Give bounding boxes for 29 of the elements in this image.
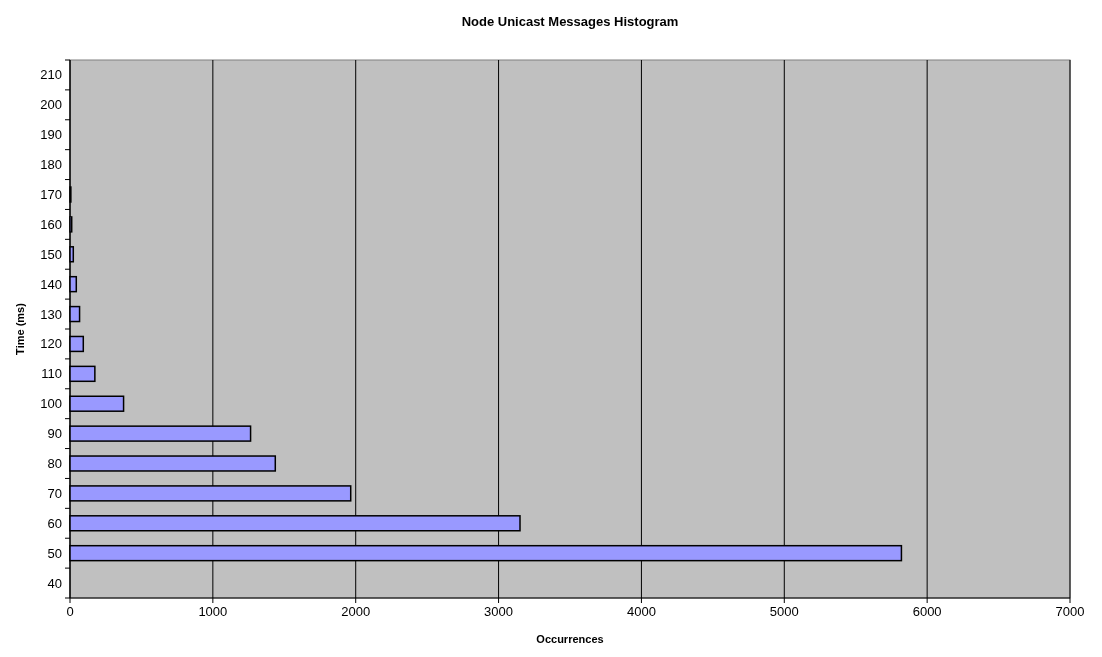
chart-title: Node Unicast Messages Histogram — [461, 14, 679, 29]
x-tick-label: 4000 — [626, 604, 656, 619]
x-tick-label: 1000 — [198, 604, 228, 619]
x-tick-label: 3000 — [484, 604, 514, 619]
y-tick-label: 60 — [47, 515, 62, 531]
y-tick-label: 80 — [47, 456, 62, 472]
x-tick-label: 5000 — [769, 604, 799, 619]
y-tick-label: 180 — [40, 157, 62, 173]
x-tick-label: 6000 — [912, 604, 942, 619]
y-tick-label: 100 — [40, 396, 62, 412]
x-axis-title: Occurrences — [536, 633, 604, 645]
x-tick-label: 0 — [66, 604, 74, 619]
x-tick-label: 2000 — [341, 604, 371, 619]
y-tick-label: 170 — [40, 187, 62, 203]
y-axis-title: Time (ms) — [14, 302, 26, 355]
y-tick-label: 200 — [40, 97, 62, 113]
y-tick-label: 50 — [47, 545, 62, 561]
y-tick-label: 90 — [47, 426, 62, 442]
y-tick-label: 110 — [41, 366, 62, 382]
y-tick-label: 120 — [40, 336, 62, 352]
y-tick-label: 210 — [40, 67, 62, 83]
y-tick-label: 150 — [40, 246, 62, 262]
y-tick-label: 130 — [40, 306, 62, 322]
y-tick-label: 40 — [47, 575, 62, 591]
y-tick-label: 160 — [40, 216, 62, 232]
x-tick-label: 7000 — [1055, 604, 1085, 619]
y-tick-label: 140 — [40, 276, 62, 292]
y-tick-label: 190 — [40, 127, 62, 143]
y-tick-label: 70 — [47, 485, 62, 501]
